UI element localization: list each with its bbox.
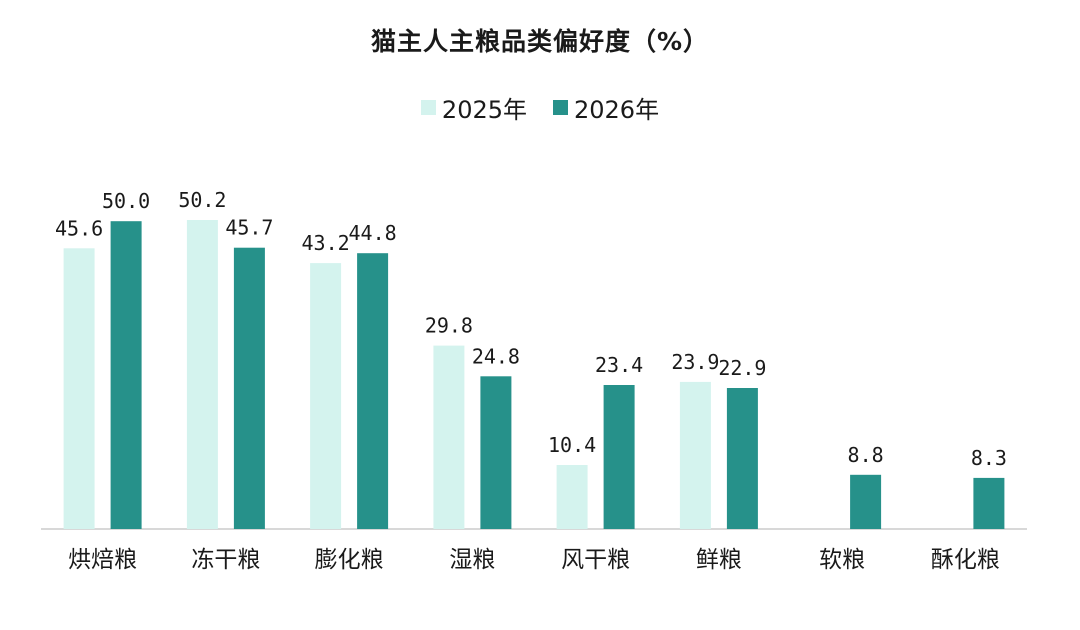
bar-2026-1 bbox=[233, 247, 265, 529]
legend-item-2026: 2026年 bbox=[553, 90, 659, 125]
bar-2026-5 bbox=[726, 388, 758, 529]
bar-2025-3 bbox=[433, 345, 465, 529]
bar-2026-0 bbox=[110, 221, 142, 529]
category-label-0: 烘焙粮 bbox=[68, 547, 137, 573]
bar-2026-4 bbox=[603, 385, 635, 529]
data-label-2026-0: 50.0 bbox=[102, 189, 150, 213]
bar-2025-1 bbox=[186, 220, 218, 529]
bar-2025-0 bbox=[63, 248, 95, 530]
bar-2025-4 bbox=[556, 465, 588, 529]
legend-label-2025: 2025年 bbox=[441, 96, 527, 124]
chart-title: 猫主人主粮品类偏好度（%） bbox=[370, 27, 710, 56]
category-label-2: 膨化粮 bbox=[315, 547, 384, 573]
data-label-2025-1: 50.2 bbox=[178, 188, 226, 212]
data-label-2026-2: 44.8 bbox=[349, 221, 397, 245]
category-label-7: 酥化粮 bbox=[931, 547, 1000, 573]
bar-2026-6 bbox=[850, 474, 882, 529]
category-label-6: 软粮 bbox=[819, 547, 865, 573]
chart-legend: 2025年 2026年 bbox=[0, 90, 1080, 125]
data-label-2025-3: 29.8 bbox=[425, 314, 473, 338]
bar-2026-7 bbox=[973, 477, 1005, 529]
bar-2026-3 bbox=[480, 376, 512, 529]
category-label-3: 湿粮 bbox=[449, 547, 495, 573]
legend-label-2026: 2026年 bbox=[574, 96, 660, 124]
data-label-2025-2: 43.2 bbox=[302, 231, 350, 255]
category-label-4: 风干粮 bbox=[561, 547, 630, 573]
bar-2026-2 bbox=[357, 253, 389, 529]
legend-swatch-2026 bbox=[553, 100, 568, 115]
category-label-5: 鲜粮 bbox=[696, 547, 742, 573]
data-label-2026-7: 8.3 bbox=[971, 446, 1007, 470]
data-label-2025-4: 10.4 bbox=[548, 433, 596, 457]
data-label-2026-4: 23.4 bbox=[595, 353, 643, 377]
data-label-2025-5: 23.9 bbox=[671, 350, 719, 374]
bar-2025-5 bbox=[679, 381, 711, 529]
category-label-1: 冻干粮 bbox=[191, 547, 260, 573]
data-label-2026-5: 22.9 bbox=[718, 356, 766, 380]
bar-2025-2 bbox=[310, 263, 342, 529]
data-label-2026-6: 8.8 bbox=[848, 443, 884, 467]
data-label-2025-0: 45.6 bbox=[55, 216, 103, 240]
legend-item-2025: 2025年 bbox=[420, 90, 527, 125]
data-label-2026-3: 24.8 bbox=[472, 344, 520, 368]
legend-swatch-2025 bbox=[420, 100, 436, 115]
data-label-2026-1: 45.7 bbox=[225, 216, 273, 240]
